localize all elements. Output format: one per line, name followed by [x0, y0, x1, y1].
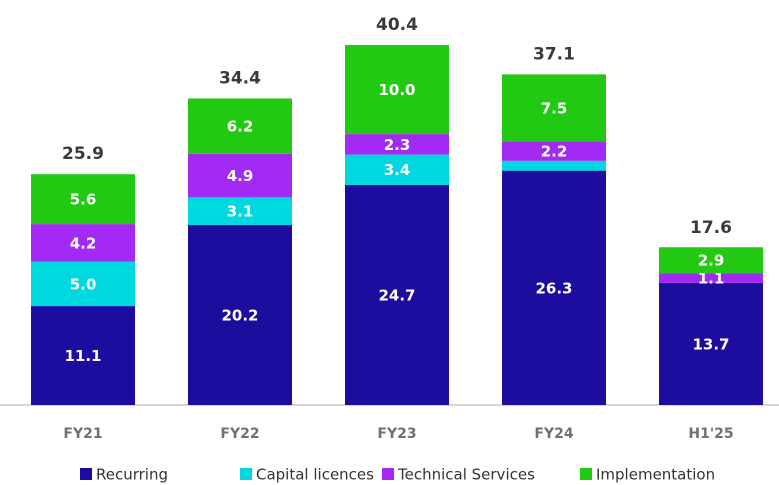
- total-label: 34.4: [219, 68, 261, 88]
- value-label: 3.4: [384, 161, 411, 179]
- bar-segment: [345, 134, 449, 155]
- total-label: 25.9: [62, 144, 104, 164]
- bar-segment: [188, 197, 292, 225]
- value-label: 26.3: [535, 279, 572, 297]
- value-label: 10.0: [378, 81, 415, 99]
- value-label: 3.1: [227, 203, 254, 221]
- legend-swatch: [580, 468, 592, 480]
- x-tick-label: FY21: [63, 426, 102, 442]
- bar-segment: [345, 154, 449, 185]
- value-label: 6.2: [227, 118, 254, 136]
- legend-label: Recurring: [96, 466, 168, 484]
- legend-swatch: [80, 468, 92, 480]
- bar-segment: [502, 141, 606, 161]
- bar-segment: [188, 153, 292, 198]
- legend-swatch: [382, 468, 394, 480]
- value-label: 2.3: [384, 136, 411, 154]
- value-label: 1.1: [698, 270, 725, 288]
- bar-segment: [502, 74, 606, 142]
- bar-segment: [188, 224, 292, 405]
- x-tick-label: FY22: [220, 426, 259, 442]
- value-label: 20.2: [221, 306, 258, 324]
- legend-label: Implementation: [596, 466, 715, 484]
- value-label: 13.7: [692, 335, 729, 353]
- bar-segment: [345, 184, 449, 405]
- value-label: 2.9: [698, 252, 725, 270]
- value-label: 11.1: [64, 347, 101, 365]
- x-tick-label: FY24: [534, 426, 573, 442]
- value-label: 4.9: [227, 167, 254, 185]
- bar-segment: [31, 306, 135, 405]
- value-label: 2.2: [541, 143, 568, 161]
- total-label: 17.6: [690, 218, 732, 238]
- total-label: 37.1: [533, 44, 575, 64]
- bar-segment: [659, 247, 763, 274]
- total-label: 40.4: [376, 15, 418, 35]
- bar-segment: [502, 160, 606, 171]
- legend-label: Technical Services: [397, 466, 535, 484]
- bar-segment: [188, 98, 292, 154]
- value-label: 5.0: [70, 275, 97, 293]
- value-label: 5.6: [70, 191, 97, 209]
- bar-segment: [31, 224, 135, 262]
- bar-segment: [502, 170, 606, 405]
- bar-segment: [31, 261, 135, 307]
- x-tick-label: H1'25: [688, 426, 733, 442]
- bar-segment: [345, 44, 449, 135]
- value-label: 7.5: [541, 99, 568, 117]
- bar-segment: [659, 282, 763, 405]
- bar-segment: [659, 273, 763, 283]
- value-label: 4.2: [70, 234, 97, 252]
- value-label: 24.7: [378, 286, 415, 304]
- legend-label: Capital licences: [256, 466, 374, 484]
- legend-swatch: [240, 468, 252, 480]
- bar-segment: [31, 174, 135, 225]
- x-tick-label: FY23: [377, 426, 416, 442]
